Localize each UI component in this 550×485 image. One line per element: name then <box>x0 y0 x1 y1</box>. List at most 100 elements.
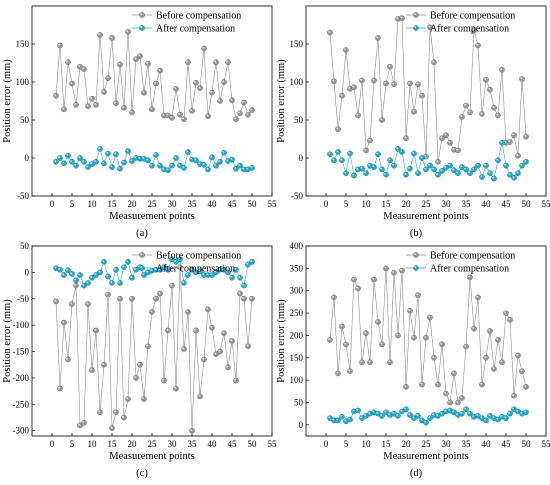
data-point <box>221 149 227 156</box>
data-point-highlight <box>106 292 109 295</box>
data-point-highlight <box>488 171 491 174</box>
data-point-highlight <box>440 136 443 139</box>
data-point-highlight <box>508 140 511 143</box>
data-point <box>109 425 115 431</box>
data-point <box>53 298 59 305</box>
data-point-highlight <box>420 93 423 96</box>
y-tick-label: -250 <box>13 399 30 409</box>
data-point-highlight <box>432 356 435 358</box>
data-point <box>209 89 215 96</box>
data-point-highlight <box>246 262 249 265</box>
data-point <box>507 139 513 145</box>
data-point <box>77 155 83 161</box>
data-point-highlight <box>468 110 471 113</box>
data-point-highlight <box>230 339 233 342</box>
data-point <box>169 162 175 169</box>
data-point-highlight <box>174 87 177 89</box>
data-point-highlight <box>388 65 391 67</box>
data-point-highlight <box>122 160 125 163</box>
data-point-highlight <box>396 333 399 336</box>
data-point-highlight <box>242 297 245 299</box>
data-point-highlight <box>162 113 165 116</box>
y-tick-label: 350 <box>290 263 304 273</box>
data-point-highlight <box>198 86 201 89</box>
data-point-highlight <box>166 113 169 116</box>
data-point <box>181 165 187 171</box>
data-point-highlight <box>74 278 77 281</box>
data-point <box>73 162 79 169</box>
data-point-highlight <box>448 163 451 166</box>
data-point-highlight <box>82 283 85 286</box>
data-point-highlight <box>138 363 141 365</box>
data-point-highlight <box>146 270 149 273</box>
data-point <box>153 295 159 302</box>
data-point-highlight <box>408 309 411 311</box>
data-point <box>153 80 159 87</box>
data-point-highlight <box>134 376 137 379</box>
data-point-highlight <box>202 273 205 276</box>
data-point-highlight <box>400 16 403 19</box>
data-point <box>371 77 377 84</box>
data-point-highlight <box>66 357 69 360</box>
data-point <box>65 356 71 363</box>
data-point <box>379 166 385 173</box>
data-point <box>85 301 91 307</box>
data-point-highlight <box>464 167 467 170</box>
data-point-highlight <box>508 411 511 414</box>
data-point <box>459 410 465 417</box>
data-point-highlight <box>500 68 503 70</box>
series-before-compensation <box>53 264 255 434</box>
data-point <box>173 85 179 92</box>
data-point-highlight <box>138 54 141 57</box>
data-point <box>407 80 413 87</box>
data-point-highlight <box>230 98 233 101</box>
x-tick-label: 30 <box>168 439 178 449</box>
data-point <box>161 377 167 384</box>
data-point <box>443 132 449 139</box>
legend-marker-highlight <box>414 26 417 29</box>
data-point-highlight <box>332 418 335 421</box>
data-point-highlight <box>130 159 133 162</box>
x-tick-label: 40 <box>482 439 492 449</box>
data-point-highlight <box>106 274 109 277</box>
data-point <box>367 359 373 366</box>
x-tick-label: 15 <box>108 439 118 449</box>
x-tick-label: 50 <box>248 439 258 449</box>
data-point-highlight <box>250 108 253 111</box>
data-point-highlight <box>364 171 367 174</box>
x-tick-label: 45 <box>228 439 238 449</box>
data-point-highlight <box>516 154 519 156</box>
data-point-highlight <box>484 356 487 358</box>
x-tick-label: 50 <box>522 439 532 449</box>
data-point-highlight <box>472 327 475 329</box>
series-line <box>329 17 527 162</box>
data-point-highlight <box>138 157 141 159</box>
y-tick-label: 100 <box>16 77 30 87</box>
data-point <box>221 79 227 85</box>
data-point <box>185 149 191 155</box>
data-point-highlight <box>230 157 233 160</box>
legend-marker <box>139 25 145 31</box>
chart-panel-c: 0 5 10 15 20 25 30 35 40 45 50 55 -300 -250 -200 -150 -1… <box>2 241 277 479</box>
y-tick-label: 50 <box>294 115 304 125</box>
data-point-highlight <box>118 62 121 65</box>
data-point-highlight <box>372 78 375 81</box>
data-point-highlight <box>214 60 217 63</box>
data-point <box>383 80 389 87</box>
data-point <box>101 160 107 167</box>
data-point <box>93 158 99 165</box>
data-point-highlight <box>126 397 129 400</box>
data-point <box>391 162 397 169</box>
data-point <box>399 15 405 22</box>
data-point-highlight <box>408 413 411 416</box>
data-point <box>209 324 215 331</box>
data-point-highlight <box>114 410 117 413</box>
x-tick-label: 40 <box>208 199 218 209</box>
y-tick-label: 150 <box>290 39 304 49</box>
data-point <box>399 267 405 274</box>
y-axis-title: Position error (mm) <box>2 299 13 383</box>
data-point-highlight <box>98 270 101 273</box>
data-point-highlight <box>492 416 495 419</box>
x-tick-label: 55 <box>268 439 278 449</box>
data-point-highlight <box>210 155 213 158</box>
